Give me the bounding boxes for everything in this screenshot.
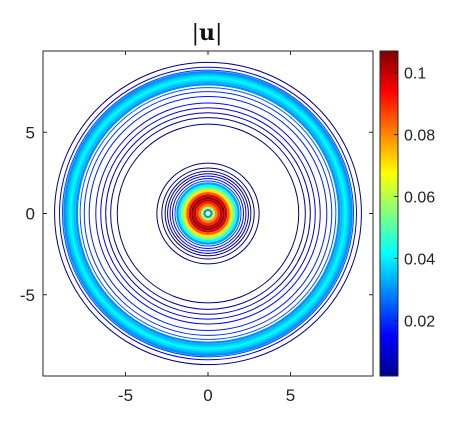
colorbar-ticks: 0.02 0.04 0.06 0.08 0.1 [394,66,435,330]
contour-ring [71,78,345,349]
contour-ring [79,87,337,340]
x-tick-label: 0 [203,386,212,405]
contour-ring [69,76,347,351]
colorbar: 0.02 0.04 0.06 0.08 0.1 [379,50,435,377]
contour-ring [203,208,213,219]
colorbar-tick-label: 0.1 [404,66,426,83]
colorbar-gradient [379,50,399,377]
colorbar-tick-label: 0.02 [404,313,435,330]
contour-ring [167,173,249,254]
contour-ring [116,123,300,304]
colorbar-tick-label: 0.04 [404,251,435,268]
contour-ring [196,201,220,226]
x-axis: -5 0 5 [118,51,295,405]
contour-ring [174,180,242,247]
y-tick-label: -5 [20,286,35,305]
contour-ring [63,70,353,357]
contour-ring [181,187,235,240]
colorbar-tick-label: 0.06 [404,189,435,206]
contour-ring [110,117,306,310]
contour-ring [54,61,362,366]
contour-ring [201,206,215,221]
x-tick-label: 5 [286,386,295,405]
y-tick-label: 0 [26,205,35,224]
contour-ring [161,167,255,260]
y-axis: -5 0 5 [20,123,373,305]
x-tick-label: -5 [118,386,133,405]
contour-ring [95,102,321,325]
contour-ring [186,191,230,236]
contour-ring [67,74,349,353]
contour-ring [88,96,328,331]
contour-ring [61,69,355,358]
title-bar-right: | [215,21,222,46]
contour-ring [65,72,351,355]
contour-ring [191,196,225,231]
contour-ring [172,178,244,249]
contour-ring [156,162,260,265]
contour-ring [188,194,228,233]
contour-ring [100,107,316,320]
contour-ring [178,184,238,243]
y-tick-label: 5 [26,123,35,142]
contour-ring [193,199,223,228]
contour-ring [83,91,333,336]
contour-ring [164,170,252,257]
plot-background [43,51,373,376]
contour-ring [59,66,357,361]
contour-ring [176,182,240,245]
plot-area: -5 0 5 -5 0 5 [20,50,374,405]
colorbar-tick-label: 0.08 [404,128,435,145]
contour-ring [75,83,341,344]
contour-rings [54,61,362,366]
chart-title: |u| [192,20,223,46]
contour-ring [198,204,218,223]
contour-ring [183,189,233,238]
contour-ring [73,80,343,347]
title-variable: u [199,20,215,46]
title-bar-left: | [192,21,199,46]
contour-ring [105,112,311,315]
contour-ring [169,175,247,252]
